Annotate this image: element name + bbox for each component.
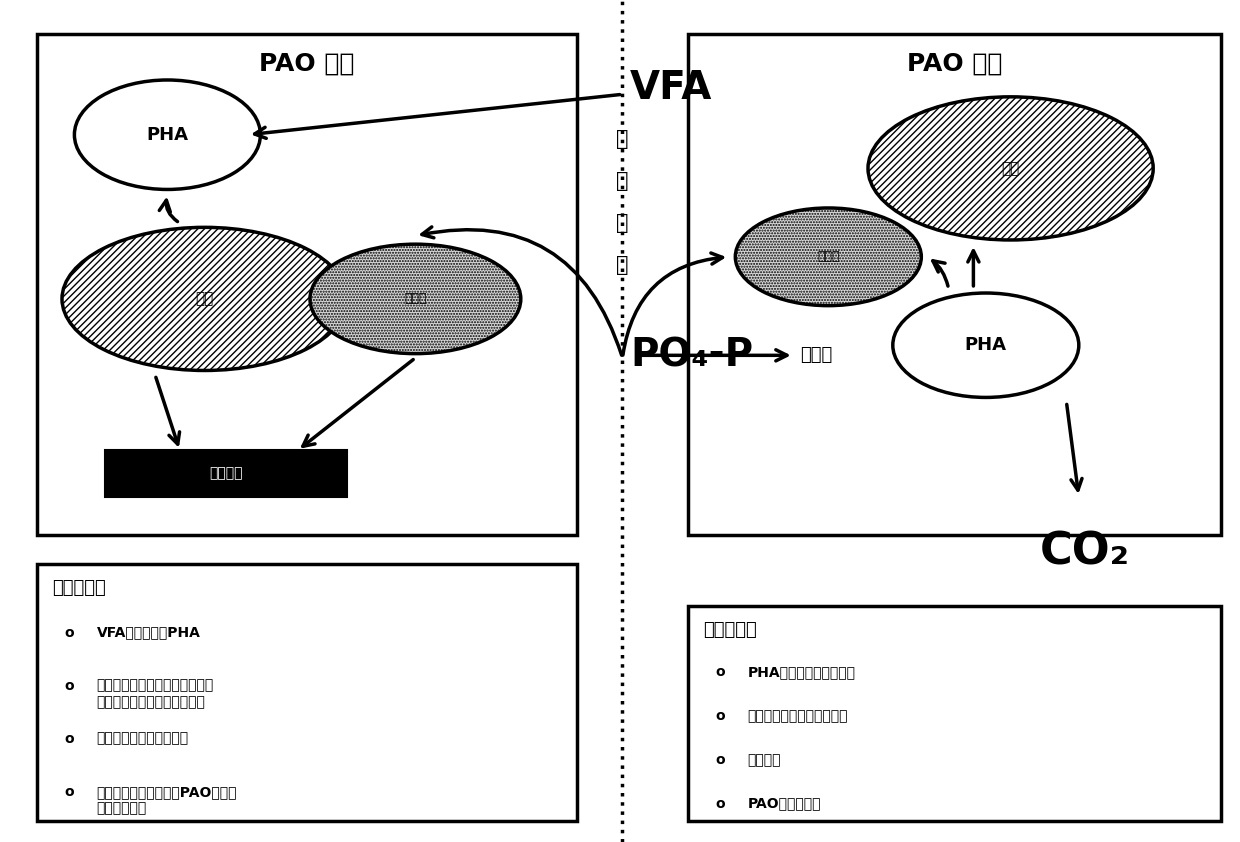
Text: 此过程需要的其他能量和物质基
础来自于聚磷酸和糖原的分解: 此过程需要的其他能量和物质基 础来自于聚磷酸和糖原的分解 [97, 679, 215, 709]
Text: PAO 细胞: PAO 细胞 [259, 51, 355, 75]
Text: VFA摄取并合成PHA: VFA摄取并合成PHA [97, 626, 201, 640]
Text: 聚磷酸分解引起磷的释放: 聚磷酸分解引起磷的释放 [97, 732, 188, 746]
Text: PAO生物质生长: PAO生物质生长 [748, 797, 821, 811]
Text: 无氧阶段：: 无氧阶段： [52, 579, 105, 597]
Text: 聚磷酸: 聚磷酸 [817, 250, 839, 264]
Text: PAO 细胞: PAO 细胞 [908, 51, 1002, 75]
Text: 磷酸折被摄取并合成聚磷酸: 磷酸折被摄取并合成聚磷酸 [748, 709, 848, 723]
Text: VFA: VFA [630, 69, 712, 108]
Text: 生物质: 生物质 [800, 346, 832, 365]
Text: 液: 液 [616, 129, 629, 149]
Ellipse shape [310, 244, 521, 354]
Text: 细胞维护: 细胞维护 [210, 466, 243, 481]
Ellipse shape [62, 227, 347, 370]
Ellipse shape [74, 80, 260, 189]
Text: CO₂: CO₂ [1040, 530, 1130, 573]
Text: o: o [715, 753, 725, 767]
Ellipse shape [893, 293, 1079, 397]
Text: 糖原: 糖原 [196, 291, 213, 306]
Text: PO₄-P: PO₄-P [630, 336, 753, 375]
Text: 体: 体 [616, 171, 629, 191]
Text: o: o [64, 785, 74, 799]
Bar [37, 34, 577, 535]
Text: 环: 环 [616, 213, 629, 233]
Bar [105, 450, 347, 497]
Text: 糖原合成: 糖原合成 [748, 753, 781, 767]
Text: o: o [64, 679, 74, 693]
Text: PHA: PHA [965, 336, 1007, 354]
Ellipse shape [868, 97, 1153, 240]
Bar [37, 564, 577, 821]
Text: o: o [715, 665, 725, 679]
Bar [688, 34, 1221, 535]
Text: o: o [64, 626, 74, 640]
Text: 聚磷酸: 聚磷酸 [404, 292, 427, 306]
Text: 境: 境 [616, 255, 629, 275]
Bar [688, 606, 1221, 821]
Ellipse shape [735, 208, 921, 306]
Text: PHA: PHA [146, 125, 188, 144]
Text: PHA的有氧分解提供能量: PHA的有氧分解提供能量 [748, 665, 856, 679]
Text: 糖原和聚磷酸同时提供PAO的厌氧
维护能量来源: 糖原和聚磷酸同时提供PAO的厌氧 维护能量来源 [97, 785, 237, 815]
Text: 有氧阶段：: 有氧阶段： [703, 621, 756, 639]
Text: 糖原: 糖原 [1002, 161, 1019, 176]
Text: o: o [64, 732, 74, 746]
Text: o: o [715, 797, 725, 811]
Text: o: o [715, 709, 725, 723]
